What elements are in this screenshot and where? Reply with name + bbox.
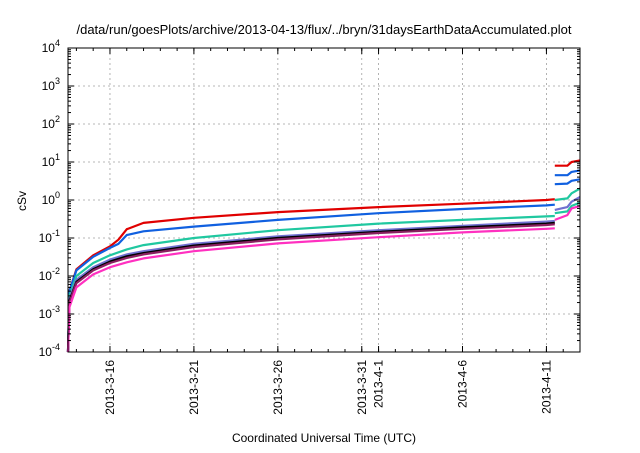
- grid: [68, 48, 580, 352]
- series-line-8: [554, 159, 581, 167]
- x-tick-label: 2013-3-31: [355, 360, 369, 415]
- y-tick-label: 10-3: [39, 304, 60, 321]
- series-line-7: [66, 227, 555, 353]
- series-line-6: [66, 223, 555, 353]
- series-line-14: [554, 204, 581, 221]
- chart-title: /data/run/goesPlots/archive/2013-04-13/f…: [76, 22, 571, 37]
- y-tick-label: 102: [42, 114, 60, 131]
- y-axis-label: cSv: [15, 191, 29, 211]
- x-tick-label: 2013-4-11: [539, 360, 553, 414]
- y-tick-label: 104: [42, 38, 60, 55]
- y-tick-label: 10-1: [39, 228, 60, 245]
- x-tick-label: 2013-3-16: [103, 360, 117, 415]
- series-lines: [66, 159, 581, 353]
- y-tick-label: 10-4: [39, 342, 60, 359]
- x-tick-label: 2013-3-26: [271, 360, 285, 415]
- x-axis-label: Coordinated Universal Time (UTC): [232, 431, 416, 445]
- x-tick-label: 2013-4-6: [455, 360, 469, 408]
- series-line-13: [554, 201, 581, 215]
- series-line-4: [66, 219, 555, 353]
- series-line-3: [66, 214, 555, 353]
- y-tick-label: 10-2: [39, 266, 60, 283]
- y-tick-label: 101: [42, 152, 60, 169]
- series-line-9: [554, 169, 581, 177]
- x-tick-label: 2013-3-21: [187, 360, 201, 415]
- series-line-12: [554, 196, 581, 211]
- y-tick-label: 103: [42, 76, 60, 93]
- series-line-10: [554, 178, 581, 186]
- axis-ticks: 10-4 10-3 10-2 10-1 100 101 102 103 104 2013-3-16…: [39, 38, 581, 415]
- y-tick-label: 100: [42, 190, 60, 207]
- x-tick-label: 2013-4-1: [372, 360, 386, 408]
- series-line-1: [66, 198, 555, 353]
- series-line-2: [66, 203, 555, 353]
- series-line-11: [554, 187, 581, 202]
